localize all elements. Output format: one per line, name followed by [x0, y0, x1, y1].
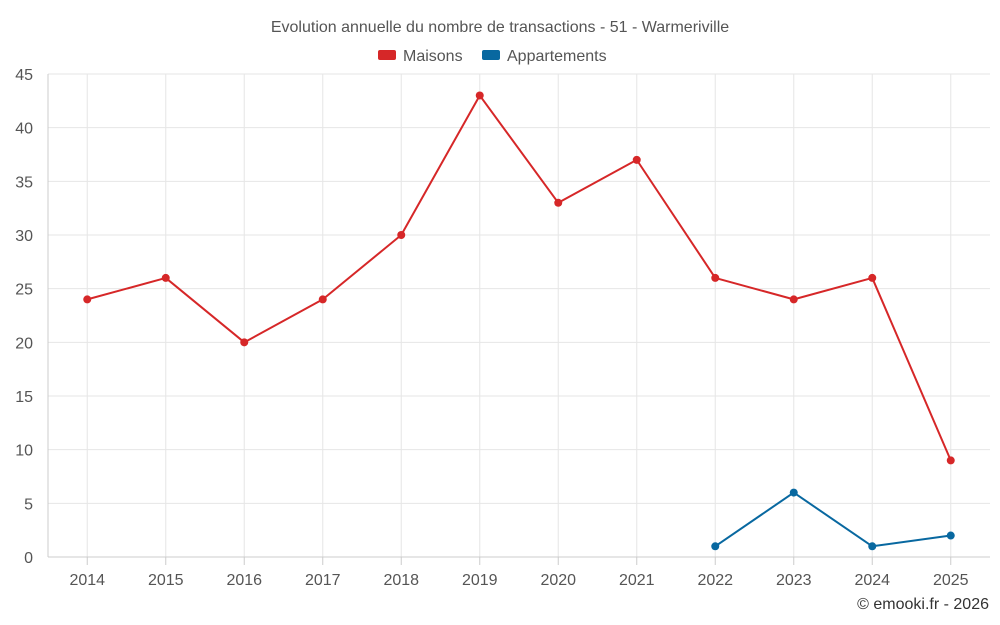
grid: [48, 73, 990, 558]
x-tick-label: 2021: [619, 572, 655, 589]
data-point-maisons-2015[interactable]: [161, 273, 170, 282]
y-tick-label: 40: [15, 121, 33, 138]
data-point-maisons-2023[interactable]: [789, 295, 798, 304]
x-tick-label: 2018: [383, 572, 419, 589]
legend-label-maisons: Maisons: [403, 48, 463, 65]
data-point-maisons-2014[interactable]: [83, 295, 92, 304]
data-point-maisons-2020[interactable]: [554, 198, 563, 207]
y-axis: 0 5 10 15 20 25 30 35 40 45: [15, 67, 49, 567]
y-tick-label: 10: [15, 443, 33, 460]
series-line-appartements: [714, 491, 951, 548]
x-tick-label: 2023: [776, 572, 812, 589]
x-tick-label: 2020: [540, 572, 576, 589]
y-tick-label: 0: [24, 550, 33, 567]
x-tick-label: 2022: [697, 572, 733, 589]
x-tick-label: 2017: [305, 572, 341, 589]
legend: Maisons Appartements: [378, 48, 607, 65]
data-point-maisons-2024[interactable]: [868, 273, 877, 282]
x-axis: 2014 2015 2016 2017 2018 2019 2020 2021 2022 2023…: [48, 556, 990, 589]
data-point-appartements-2025[interactable]: [946, 531, 955, 540]
y-tick-label: 15: [15, 389, 33, 406]
series-appartements: [711, 488, 955, 551]
x-tick-label: 2024: [854, 572, 890, 589]
data-point-appartements-2024[interactable]: [868, 542, 877, 551]
data-point-appartements-2023[interactable]: [789, 488, 798, 497]
y-tick-label: 25: [15, 282, 33, 299]
credit-label: © emooki.fr - 2026: [857, 596, 989, 613]
data-point-maisons-2018[interactable]: [397, 231, 406, 239]
data-point-maisons-2025[interactable]: [946, 456, 955, 465]
x-tick-label: 2015: [148, 572, 184, 589]
y-tick-label: 45: [15, 67, 33, 84]
y-tick-label: 35: [15, 174, 33, 191]
data-point-maisons-2021[interactable]: [632, 155, 641, 164]
x-tick-label: 2016: [226, 572, 262, 589]
legend-swatch-maisons: [378, 50, 396, 60]
legend-swatch-appartements: [482, 50, 500, 60]
x-tick-label: 2014: [69, 572, 105, 589]
x-tick-label: 2025: [933, 572, 969, 589]
y-tick-label: 30: [15, 228, 33, 245]
legend-label-appartements: Appartements: [507, 48, 607, 65]
y-tick-label: 5: [24, 496, 33, 513]
series-layer: [83, 91, 955, 551]
data-point-maisons-2022[interactable]: [711, 273, 720, 282]
data-point-appartements-2022[interactable]: [711, 542, 720, 551]
legend-item-maisons[interactable]: Maisons: [378, 48, 463, 65]
data-point-maisons-2019[interactable]: [475, 91, 484, 100]
legend-item-appartements[interactable]: Appartements: [482, 48, 607, 65]
data-point-maisons-2017[interactable]: [318, 295, 327, 304]
series-line-maisons: [86, 94, 952, 461]
chart-title: Evolution annuelle du nombre de transact…: [271, 19, 729, 36]
series-maisons: [83, 91, 955, 465]
data-point-maisons-2016[interactable]: [240, 338, 249, 347]
x-tick-label: 2019: [462, 572, 498, 589]
y-tick-label: 20: [15, 335, 33, 352]
